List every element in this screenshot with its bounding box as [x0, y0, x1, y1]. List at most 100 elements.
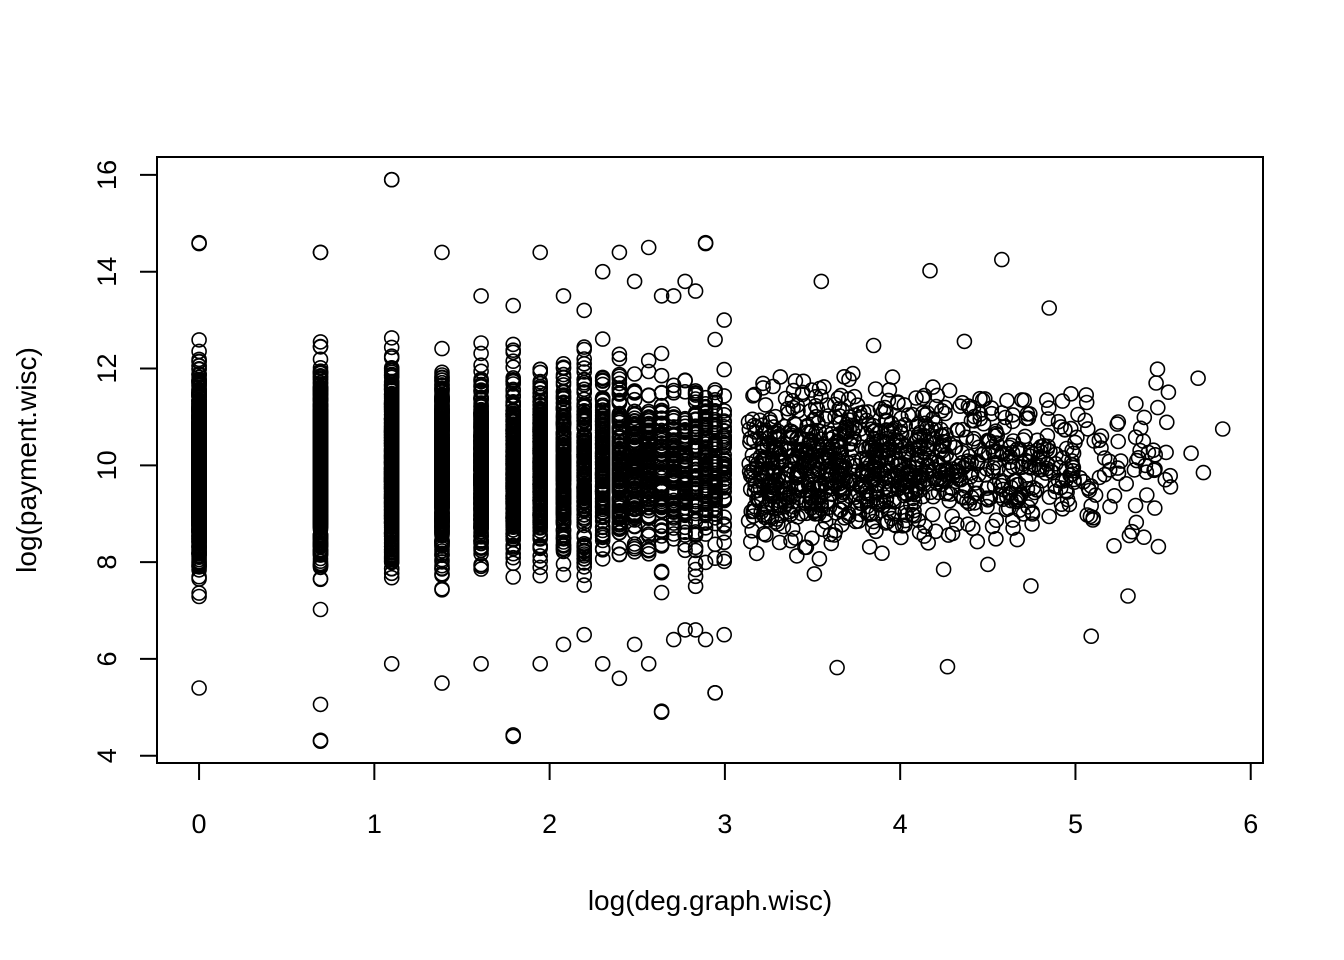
data-point — [653, 523, 670, 539]
data-point — [532, 492, 549, 509]
data-point — [191, 512, 207, 529]
data-point — [191, 524, 207, 541]
data-point — [611, 450, 628, 467]
data-point — [434, 340, 450, 357]
data-point — [191, 332, 207, 348]
data-point — [434, 533, 450, 550]
data-point — [665, 382, 682, 399]
data-point — [383, 485, 400, 502]
data-point — [505, 402, 522, 419]
data-point — [505, 455, 522, 472]
data-point — [191, 588, 207, 605]
data-point — [594, 331, 611, 347]
data-point — [312, 455, 329, 471]
data-point — [532, 476, 549, 492]
data-point — [626, 273, 643, 290]
data-point — [555, 471, 572, 488]
data-point — [434, 445, 450, 461]
data-point — [555, 388, 572, 405]
data-point — [653, 563, 670, 580]
data-point — [653, 538, 670, 554]
data-point — [677, 622, 693, 638]
data-point — [555, 446, 572, 463]
data-point — [434, 509, 450, 525]
data-point — [594, 498, 611, 515]
data-point — [505, 501, 522, 518]
data-point — [312, 511, 329, 527]
data-point — [473, 408, 489, 425]
data-point — [576, 408, 593, 425]
data-point — [687, 283, 704, 299]
data-point — [383, 517, 400, 534]
data-point — [191, 453, 207, 470]
data-point — [555, 430, 572, 447]
data-point — [935, 561, 952, 578]
data-point — [434, 414, 450, 431]
data-point — [677, 542, 693, 559]
data-point — [594, 460, 611, 476]
data-point — [532, 655, 549, 672]
data-point — [532, 385, 549, 401]
data-point — [434, 543, 450, 559]
data-point — [611, 350, 628, 367]
data-point — [434, 505, 450, 521]
data-point — [532, 469, 549, 485]
data-point — [312, 449, 329, 466]
data-point — [555, 366, 572, 383]
data-point — [532, 411, 549, 427]
data-point — [653, 345, 670, 362]
data-point — [473, 498, 489, 515]
data-point — [532, 244, 549, 261]
data-point — [677, 514, 693, 530]
data-point — [312, 475, 329, 492]
data-point — [555, 359, 572, 376]
data-point — [640, 387, 657, 404]
data-point — [191, 680, 207, 696]
data-point — [505, 432, 522, 448]
data-point — [505, 336, 522, 353]
data-point — [594, 655, 611, 672]
data-point — [555, 441, 572, 457]
data-point — [555, 513, 572, 530]
data-point — [653, 483, 670, 500]
data-point — [191, 343, 207, 360]
data-point — [665, 526, 682, 542]
data-point — [532, 559, 549, 576]
data-point — [1160, 384, 1177, 401]
data-point — [594, 263, 611, 280]
data-point — [611, 477, 628, 493]
data-point — [505, 545, 522, 562]
data-point — [532, 552, 549, 569]
data-point — [383, 434, 400, 451]
data-point — [555, 355, 572, 372]
data-point — [473, 472, 489, 488]
data-point — [611, 454, 628, 471]
data-point — [505, 549, 522, 566]
data-point — [576, 453, 593, 470]
data-point — [576, 507, 593, 523]
data-point — [473, 540, 489, 557]
data-point — [626, 391, 643, 408]
data-point — [611, 508, 628, 525]
data-point — [611, 514, 628, 530]
data-point — [473, 655, 489, 672]
data-point — [312, 570, 329, 587]
data-point — [434, 244, 450, 261]
data-point — [434, 369, 450, 386]
data-point — [505, 569, 522, 585]
data-point — [505, 472, 522, 489]
data-point — [640, 239, 657, 256]
data-point — [191, 353, 207, 370]
data-point — [191, 361, 207, 378]
data-point — [576, 302, 593, 319]
data-point — [383, 541, 400, 557]
data-point — [677, 383, 693, 400]
data-point — [716, 312, 733, 328]
data-point — [312, 407, 329, 424]
data-point — [505, 490, 522, 506]
data-point — [473, 489, 489, 505]
data-point — [383, 655, 400, 672]
data-point — [191, 497, 207, 513]
data-point — [716, 553, 733, 570]
data-point — [473, 288, 489, 304]
